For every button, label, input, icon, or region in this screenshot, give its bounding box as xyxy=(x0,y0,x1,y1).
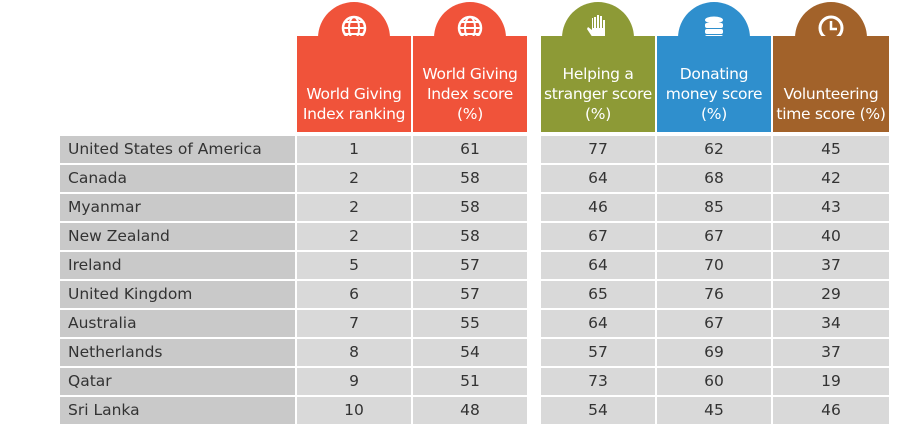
cell-helping: 64 xyxy=(541,310,655,337)
cell-volunteering: 37 xyxy=(773,339,889,366)
cell-index: 58 xyxy=(413,165,527,192)
column-header-volunteering: Volunteering time score (%) xyxy=(773,36,889,132)
cell-helping: 64 xyxy=(541,165,655,192)
cell-index: 58 xyxy=(413,194,527,221)
cell-index: 58 xyxy=(413,223,527,250)
country-name: Sri Lanka xyxy=(60,397,295,424)
country-name: Canada xyxy=(60,165,295,192)
cell-donating: 68 xyxy=(657,165,771,192)
cell-ranking: 2 xyxy=(297,223,411,250)
column-header-ranking: World Giving Index ranking xyxy=(297,36,411,132)
cell-helping: 65 xyxy=(541,281,655,308)
country-name: Myanmar xyxy=(60,194,295,221)
cell-ranking: 2 xyxy=(297,194,411,221)
cell-volunteering: 37 xyxy=(773,252,889,279)
cell-index: 51 xyxy=(413,368,527,395)
cell-helping: 57 xyxy=(541,339,655,366)
column-header-helping: Helping a stranger score (%) xyxy=(541,36,655,132)
cell-index: 57 xyxy=(413,252,527,279)
column-header-donating: Donating money score (%) xyxy=(657,36,771,132)
cell-donating: 69 xyxy=(657,339,771,366)
cell-helping: 64 xyxy=(541,252,655,279)
cell-volunteering: 42 xyxy=(773,165,889,192)
country-name: United Kingdom xyxy=(60,281,295,308)
cell-helping: 73 xyxy=(541,368,655,395)
table-row: Qatar 9 51 73 60 19 xyxy=(60,368,889,395)
country-name: Qatar xyxy=(60,368,295,395)
table-row: Ireland 5 57 64 70 37 xyxy=(60,252,889,279)
cell-donating: 70 xyxy=(657,252,771,279)
cell-ranking: 7 xyxy=(297,310,411,337)
cell-helping: 67 xyxy=(541,223,655,250)
cell-helping: 46 xyxy=(541,194,655,221)
cell-donating: 67 xyxy=(657,310,771,337)
table-row: Sri Lanka 10 48 54 45 46 xyxy=(60,397,889,424)
table-row: Canada 2 58 64 68 42 xyxy=(60,165,889,192)
cell-ranking: 5 xyxy=(297,252,411,279)
cell-ranking: 1 xyxy=(297,136,411,163)
hand-icon xyxy=(587,15,605,38)
cell-ranking: 6 xyxy=(297,281,411,308)
cell-index: 54 xyxy=(413,339,527,366)
cell-volunteering: 45 xyxy=(773,136,889,163)
cell-volunteering: 40 xyxy=(773,223,889,250)
country-name: Netherlands xyxy=(60,339,295,366)
cell-donating: 60 xyxy=(657,368,771,395)
table-row: Australia 7 55 64 67 34 xyxy=(60,310,889,337)
cell-donating: 67 xyxy=(657,223,771,250)
cell-index: 61 xyxy=(413,136,527,163)
cell-donating: 62 xyxy=(657,136,771,163)
country-name: Australia xyxy=(60,310,295,337)
cell-helping: 54 xyxy=(541,397,655,424)
cell-donating: 76 xyxy=(657,281,771,308)
cell-helping: 77 xyxy=(541,136,655,163)
cell-volunteering: 29 xyxy=(773,281,889,308)
table-row: Netherlands 8 54 57 69 37 xyxy=(60,339,889,366)
cell-ranking: 9 xyxy=(297,368,411,395)
country-name: United States of America xyxy=(60,136,295,163)
cell-ranking: 10 xyxy=(297,397,411,424)
cell-donating: 45 xyxy=(657,397,771,424)
cell-volunteering: 34 xyxy=(773,310,889,337)
cell-index: 57 xyxy=(413,281,527,308)
cell-volunteering: 46 xyxy=(773,397,889,424)
cell-donating: 85 xyxy=(657,194,771,221)
table-row: New Zealand 2 58 67 67 40 xyxy=(60,223,889,250)
table-row: Myanmar 2 58 46 85 43 xyxy=(60,194,889,221)
cell-volunteering: 19 xyxy=(773,368,889,395)
country-name: Ireland xyxy=(60,252,295,279)
table-row: United Kingdom 6 57 65 76 29 xyxy=(60,281,889,308)
cell-ranking: 2 xyxy=(297,165,411,192)
country-name: New Zealand xyxy=(60,223,295,250)
table-row: United States of America 1 61 77 62 45 xyxy=(60,136,889,163)
cell-volunteering: 43 xyxy=(773,194,889,221)
cell-ranking: 8 xyxy=(297,339,411,366)
cell-index: 55 xyxy=(413,310,527,337)
cell-index: 48 xyxy=(413,397,527,424)
column-header-index: World Giving Index score (%) xyxy=(413,36,527,132)
